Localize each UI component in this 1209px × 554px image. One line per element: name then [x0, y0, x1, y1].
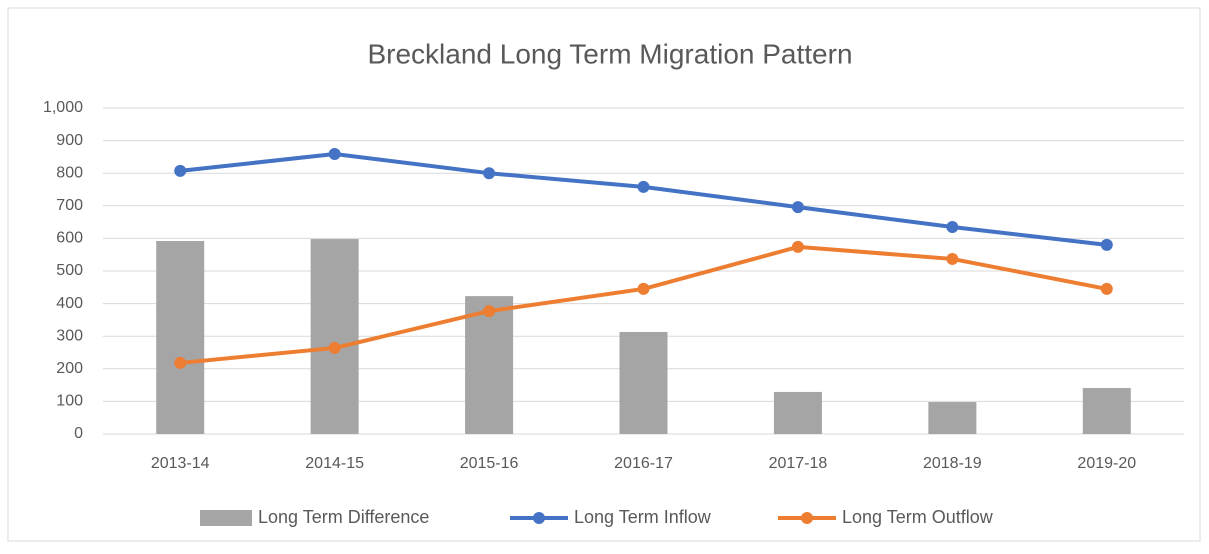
y-tick-label: 100 — [56, 393, 83, 410]
bar — [465, 296, 514, 434]
marker — [174, 164, 187, 177]
y-tick-label: 600 — [56, 230, 83, 247]
marker — [1100, 238, 1113, 251]
y-tick-label: 300 — [56, 327, 83, 344]
legend-marker — [801, 512, 813, 524]
x-tick-label: 2016-17 — [614, 455, 673, 472]
marker — [791, 201, 804, 214]
bar — [619, 331, 668, 434]
y-tick-label: 0 — [74, 425, 83, 442]
y-tick-label: 800 — [56, 164, 83, 181]
marker — [1100, 282, 1113, 295]
legend-label: Long Term Outflow — [842, 507, 994, 527]
marker — [483, 305, 496, 318]
y-tick-label: 400 — [56, 295, 83, 312]
x-tick-label: 2013-14 — [151, 455, 210, 472]
bar — [773, 391, 822, 434]
bar — [156, 241, 205, 434]
x-tick-label: 2018-19 — [923, 455, 982, 472]
y-tick-label: 200 — [56, 360, 83, 377]
marker — [637, 180, 650, 193]
marker — [174, 356, 187, 369]
marker — [328, 341, 341, 354]
legend-label: Long Term Inflow — [574, 507, 712, 527]
bar — [1082, 388, 1131, 434]
x-tick-label: 2015-16 — [460, 455, 519, 472]
marker — [328, 147, 341, 160]
y-tick-label: 500 — [56, 262, 83, 279]
marker — [483, 167, 496, 180]
chart-border — [7, 7, 1201, 542]
marker — [946, 252, 959, 265]
x-tick-label: 2017-18 — [769, 455, 828, 472]
legend-marker — [533, 512, 545, 524]
legend-label: Long Term Difference — [258, 507, 429, 527]
y-tick-label: 900 — [56, 132, 83, 149]
legend-swatch — [200, 510, 252, 526]
x-tick-label: 2014-15 — [305, 455, 364, 472]
bar — [928, 402, 977, 434]
marker — [946, 220, 959, 233]
marker — [791, 240, 804, 253]
x-tick-label: 2019-20 — [1077, 455, 1136, 472]
marker — [637, 282, 650, 295]
y-tick-label: 700 — [56, 197, 83, 214]
chart-title: Breckland Long Term Migration Pattern — [367, 38, 852, 69]
y-tick-label: 1,000 — [43, 99, 83, 116]
bar — [310, 239, 359, 434]
